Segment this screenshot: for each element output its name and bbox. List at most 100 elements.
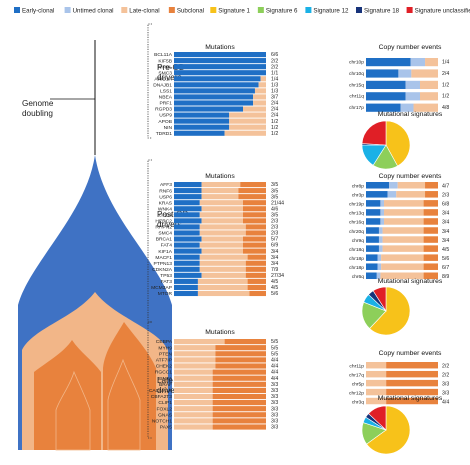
mutation-bar-late-clonal — [199, 266, 246, 272]
mutation-bar-late-clonal — [174, 400, 213, 406]
mutation-bar-late-clonal — [199, 212, 243, 218]
gene-label: FOXL2 — [157, 406, 173, 412]
mutation-count: 2/4 — [271, 101, 278, 107]
copy-number-bar-untimed-clonal — [376, 272, 381, 280]
mutation-bar-late-clonal — [199, 230, 246, 236]
gene-label: NIN — [164, 125, 173, 131]
copy-number-bar-subclonal — [386, 397, 438, 405]
chromosome-label: chr8p — [352, 184, 365, 190]
mutation-bar-subclonal — [249, 290, 266, 297]
mutation-bar-late-clonal — [174, 369, 213, 375]
copy-number-count: 4/7 — [442, 184, 449, 190]
mutation-bar-late-clonal — [174, 393, 213, 400]
mutation-bar-early-clonal — [174, 230, 200, 236]
mutation-bar-subclonal — [240, 182, 266, 188]
copy-number-bar-late-clonal — [380, 272, 424, 280]
mutation-row: CDKN2A 7/9 — [152, 266, 278, 273]
copy-number-bar-late-clonal — [366, 397, 387, 405]
mutation-bar-late-clonal — [199, 200, 243, 206]
mutation-bar-subclonal — [243, 212, 266, 218]
mutation-count: 1/3 — [271, 82, 278, 88]
mutation-count: 4/4 — [271, 370, 278, 376]
signature-pie — [361, 120, 411, 170]
chromosome-label: chr17p — [349, 105, 364, 111]
legend-swatch — [406, 7, 413, 13]
mutation-row: CACNA1A 3/3 — [149, 387, 278, 394]
copy-number-count: 6/8 — [442, 202, 449, 208]
mutation-bar-subclonal — [212, 369, 266, 375]
pie-slice-signature-1 — [385, 120, 411, 167]
gene-label: WNK4 — [158, 206, 172, 212]
mutation-bar-late-clonal — [174, 339, 225, 345]
copy-number-row: chr9q 3/4 — [352, 236, 449, 244]
mutation-count: 5/7 — [271, 237, 278, 243]
mutation-row: GNAS 3/3 — [158, 412, 278, 418]
mutation-count: 3/5 — [271, 188, 278, 194]
copy-number-count: 2/4 — [442, 71, 449, 77]
mutation-bar-subclonal — [243, 248, 266, 254]
mutation-bar-early-clonal — [174, 58, 266, 64]
copy-number-bar-early-clonal — [366, 272, 377, 280]
copy-number-bar-early-clonal — [366, 209, 381, 216]
mutation-bar-late-clonal — [258, 82, 266, 88]
mutation-bar-early-clonal — [174, 224, 200, 230]
mutation-bar-early-clonal — [174, 260, 200, 266]
copy-number-bar-subclonal — [423, 236, 438, 243]
mutation-count: 3/3 — [271, 388, 278, 394]
mutation-bar-subclonal — [215, 363, 266, 369]
mutation-bar-late-clonal — [199, 224, 246, 230]
copy-number-bar-subclonal — [423, 272, 438, 280]
mutation-bar-early-clonal — [174, 200, 200, 206]
chromosome-label: chr10q — [349, 71, 364, 77]
chromosome-label: chr17q — [349, 372, 364, 378]
gene-label: CDKN2A — [152, 267, 173, 273]
gene-label: SIN3A — [158, 376, 173, 382]
mutation-bar-late-clonal — [174, 357, 216, 363]
mutation-bar-subclonal — [243, 206, 266, 212]
mutation-bar-late-clonal — [174, 406, 213, 412]
mutation-row: RNF6 3/5 — [159, 188, 278, 194]
mutation-count: 2/4 — [271, 107, 278, 113]
mutation-bar-late-clonal — [199, 260, 246, 266]
copy-number-row: chr11p 2/2 — [349, 362, 449, 370]
gene-label: RHPN2 — [155, 225, 172, 231]
copy-number-bar-subclonal — [423, 263, 438, 270]
copy-number-bar-subclonal — [423, 227, 438, 234]
copy-number-bar-subclonal — [423, 200, 438, 207]
section-bracket — [147, 159, 152, 323]
mutation-bar-late-clonal — [260, 76, 266, 82]
mutations-title: Mutations — [205, 44, 235, 51]
copy-number-bar-untimed-clonal — [405, 80, 420, 90]
mutation-row: MACF1 3/4 — [155, 254, 278, 261]
copy-number-row: chr5p 3/3 — [352, 379, 449, 387]
gene-label: AFF3 — [160, 182, 172, 188]
copy-number-bar-subclonal — [386, 370, 438, 378]
mutation-row: PTPN13 3/4 — [154, 260, 278, 267]
mutation-bar-subclonal — [245, 224, 266, 230]
mutation-bar-subclonal — [215, 357, 266, 363]
mutation-bar-early-clonal — [174, 112, 230, 118]
legend-label: Subclonal — [177, 8, 204, 15]
mutation-bar-early-clonal — [174, 100, 254, 106]
mutation-count: 3/3 — [271, 425, 278, 431]
mutation-bar-early-clonal — [174, 278, 198, 284]
copy-number-row: chr18p 5/6 — [349, 254, 449, 262]
mutation-row: HERC2 2/3 — [155, 218, 278, 225]
mutation-bar-late-clonal — [174, 351, 216, 357]
legend-item-subclonal: Subclonal — [168, 7, 204, 15]
mutation-row: FAT3 4/5 — [161, 278, 278, 285]
gene-label: MYH9 — [158, 345, 172, 351]
legend-item-early-clonal: Early-clonal — [14, 7, 54, 15]
copy-number-bar-late-clonal — [382, 236, 424, 243]
mutation-row: TP53 27/34 — [160, 272, 284, 279]
mutation-bar-subclonal — [243, 236, 266, 242]
copy-number-row: chr3p 2/3 — [352, 191, 449, 199]
copy-number-row: chr8p 4/7 — [352, 182, 449, 190]
mutation-bar-late-clonal — [201, 218, 243, 224]
copy-number-bar-subclonal — [386, 379, 438, 387]
legend-swatch — [168, 7, 175, 13]
chromosome-label: chr20q — [349, 229, 364, 235]
copy-number-bar-late-clonal — [413, 103, 438, 112]
